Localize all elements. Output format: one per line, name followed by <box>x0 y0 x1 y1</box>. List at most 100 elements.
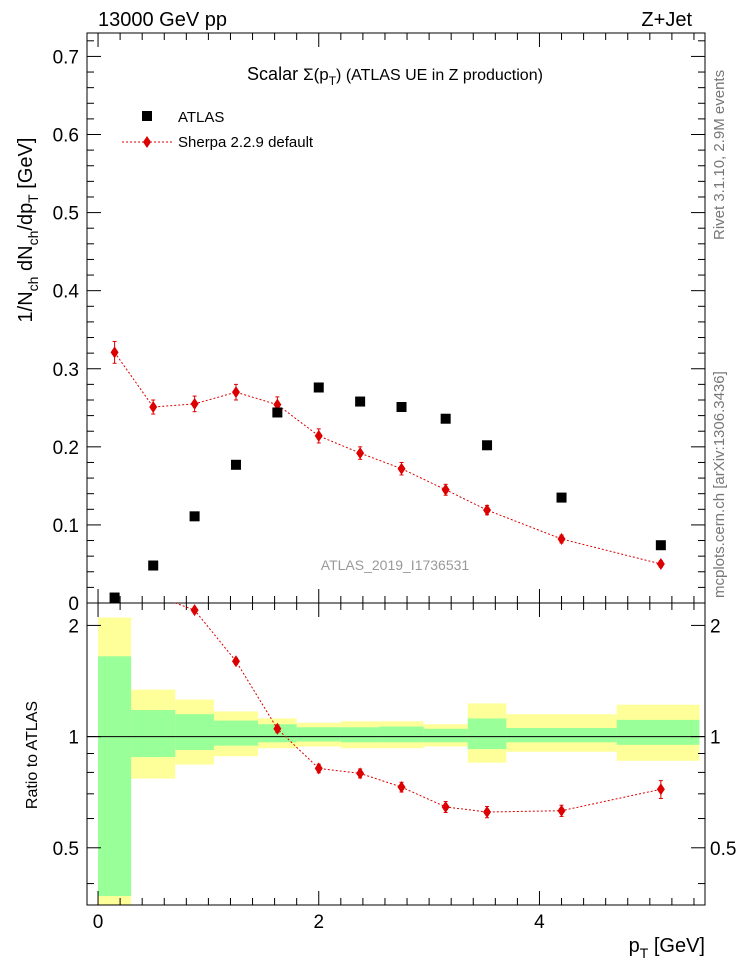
atlas-point <box>272 407 283 418</box>
sherpa-line <box>114 352 661 565</box>
atlas-point <box>230 459 241 470</box>
legend: ATLAS Sherpa 2.2.9 default <box>122 109 314 151</box>
ratio-sherpa-point <box>314 762 323 775</box>
main-title: Scalar Σ(pT) (ATLAS UE in Z production) <box>247 64 543 88</box>
ylabel-part-5: T <box>25 194 41 203</box>
xlabel-main: p <box>629 935 640 957</box>
legend-sherpa-marker <box>143 136 151 148</box>
legend-sherpa-label: Sherpa 2.2.9 default <box>178 134 314 151</box>
ylabel-part-1: ch <box>25 277 41 292</box>
ratio-data-marks <box>175 602 665 819</box>
ratio-band-green <box>98 656 132 897</box>
ratio-band-green <box>379 726 424 743</box>
ylabel-part-3: ch <box>25 231 41 246</box>
ratio-ytick-label-left: 1 <box>68 728 79 749</box>
analysis-watermark: ATLAS_2019_I1736531 <box>321 557 470 573</box>
main-y-axis-label: 1/Nch dNch/dpT [GeV] <box>15 138 41 323</box>
ratio-axis-ticks <box>87 603 705 905</box>
atlas-point <box>109 592 120 603</box>
ratio-y-axis-label: Ratio to ATLAS <box>24 701 41 809</box>
atlas-point <box>355 396 366 407</box>
ratio-panel: 0.5 0.5 1 1 2 2 0 2 4 Ratio to ATLAS pT [GeV] <box>24 602 737 961</box>
ratio-sherpa-point <box>397 781 406 794</box>
sherpa-point <box>397 462 406 475</box>
ratio-band-green <box>423 728 468 743</box>
main-ytick-label: 0.3 <box>53 360 79 381</box>
main-ytick-label: 0.5 <box>53 204 79 225</box>
sherpa-point <box>483 504 492 517</box>
ratio-sherpa-point <box>656 783 665 796</box>
sherpa-point <box>149 401 158 414</box>
main-title-rest: ) (ATLAS UE in Z production) <box>336 67 543 84</box>
ratio-sherpa-point <box>231 655 240 668</box>
main-title-scalar: Scalar <box>247 64 303 84</box>
main-ytick-label: 0.2 <box>53 438 79 459</box>
ratio-sherpa-point <box>483 805 492 818</box>
sherpa-point <box>190 397 199 410</box>
atlas-point <box>148 560 159 571</box>
header-process-label: Z+Jet <box>641 9 692 31</box>
ratio-band-green <box>296 727 341 742</box>
mcplots-label: mcplots.cern.ch [arXiv:1306.3436] <box>711 371 728 598</box>
ylabel-part-4: /dp <box>15 203 37 231</box>
ylabel-part-6: [GeV] <box>15 138 37 195</box>
ratio-band-green <box>467 718 507 750</box>
sherpa-point <box>231 386 240 399</box>
ratio-ytick-label-right: 1 <box>710 728 721 749</box>
ratio-sherpa-point <box>190 604 199 617</box>
ratio-band-green <box>175 714 214 750</box>
ylabel-part-0: 1/N <box>15 291 37 322</box>
main-ytick-label: 0 <box>68 594 79 615</box>
x-axis-label: pT [GeV] <box>629 935 705 961</box>
main-title-sub: T <box>329 74 337 88</box>
sherpa-point <box>356 447 365 460</box>
x-tick-label: 0 <box>93 912 104 933</box>
ratio-band-green <box>340 727 380 743</box>
sherpa-point <box>441 483 450 496</box>
ratio-sherpa-line <box>175 602 661 813</box>
main-ytick-label: 0.1 <box>53 516 79 537</box>
main-title-sigma: Σ(p <box>303 65 329 84</box>
ylabel-part-2: dN <box>15 245 37 276</box>
sherpa-point <box>314 429 323 442</box>
ratio-sherpa-point <box>441 800 450 813</box>
atlas-point <box>440 413 451 424</box>
main-ytick-label: 0.6 <box>53 126 79 147</box>
xlabel-rest: [GeV] <box>648 935 705 957</box>
ratio-ytick-label-left: 2 <box>68 616 79 637</box>
main-data-marks <box>109 340 666 603</box>
ratio-ytick-label-left: 0.5 <box>53 839 79 860</box>
ratio-band-green <box>213 720 259 746</box>
ratio-ytick-label-right: 0.5 <box>710 839 736 860</box>
sherpa-point <box>110 346 119 359</box>
atlas-point <box>482 440 493 451</box>
atlas-point <box>189 511 200 522</box>
ratio-sherpa-point <box>273 722 282 735</box>
ratio-sherpa-point <box>557 804 566 817</box>
ratio-tick-labels: 0.5 0.5 1 1 2 2 0 2 4 <box>53 616 737 933</box>
x-tick-label: 4 <box>534 912 545 933</box>
atlas-point <box>655 540 666 551</box>
ratio-ytick-label-right: 2 <box>710 616 721 637</box>
sherpa-point <box>557 532 566 545</box>
main-ytick-label: 0.4 <box>53 282 80 303</box>
atlas-point <box>556 492 567 503</box>
ratio-band-green <box>131 710 176 758</box>
main-panel: 00.10.20.30.40.50.60.7 Scalar Σ(pT) (ATL… <box>15 32 706 615</box>
atlas-point <box>313 382 324 393</box>
ratio-band-green <box>616 719 700 745</box>
header-energy-label: 13000 GeV pp <box>98 9 227 31</box>
ratio-sherpa-point <box>356 767 365 780</box>
ratio-uncertainty-bands <box>98 617 700 905</box>
main-ytick-label: 0.7 <box>53 47 79 68</box>
ratio-band-green <box>506 728 617 743</box>
x-tick-label: 2 <box>313 912 324 933</box>
rivet-version-label: Rivet 3.1.10, 2.9M events <box>711 70 728 240</box>
xlabel-sub: T <box>640 945 649 961</box>
legend-atlas-marker <box>142 111 152 121</box>
legend-atlas-label: ATLAS <box>178 109 224 126</box>
main-y-tick-labels: 0 0.1 0.2 0.3 0.4 0.5 0.6 0.7 <box>53 47 80 615</box>
atlas-point <box>396 402 407 413</box>
sherpa-point <box>656 557 665 570</box>
